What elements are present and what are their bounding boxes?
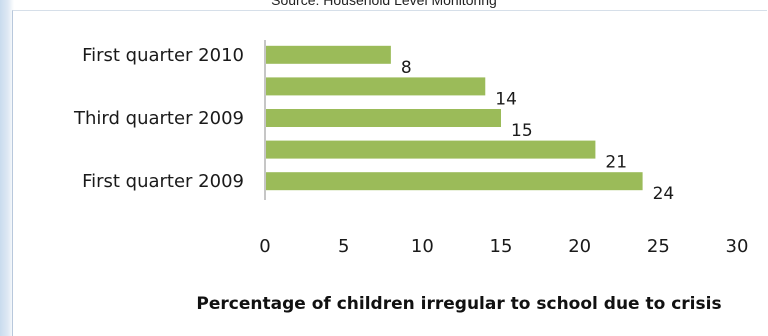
bar [266,140,596,159]
bar [266,77,486,96]
data-label: 14 [495,89,517,109]
data-label: 15 [511,121,533,141]
x-tick-label: 20 [568,236,591,257]
x-tick-label: 25 [647,236,670,257]
bar [266,109,501,127]
category-label: Third quarter 2009 [73,108,244,129]
source-note: Source: Household Level Monitoring [271,0,497,8]
x-tick-label: 15 [490,236,513,257]
data-label: 8 [401,58,412,78]
x-tick-labels: 0 5 10 15 20 25 30 [259,236,748,257]
x-tick-label: 0 [259,236,270,257]
bars-group: 8 14 15 21 24 [266,45,675,204]
x-tick-label: 30 [726,236,749,257]
bar [266,172,643,191]
x-axis-label: Percentage of children irregular to scho… [196,294,722,314]
data-label: 24 [653,184,675,204]
x-tick-label: 10 [411,236,434,257]
x-tick-label: 5 [338,236,349,257]
bar [266,45,391,64]
category-label: First quarter 2010 [82,45,244,66]
data-label: 21 [605,153,627,173]
category-label: First quarter 2009 [82,171,244,192]
category-labels: First quarter 2010 Third quarter 2009 Firs… [73,45,244,192]
